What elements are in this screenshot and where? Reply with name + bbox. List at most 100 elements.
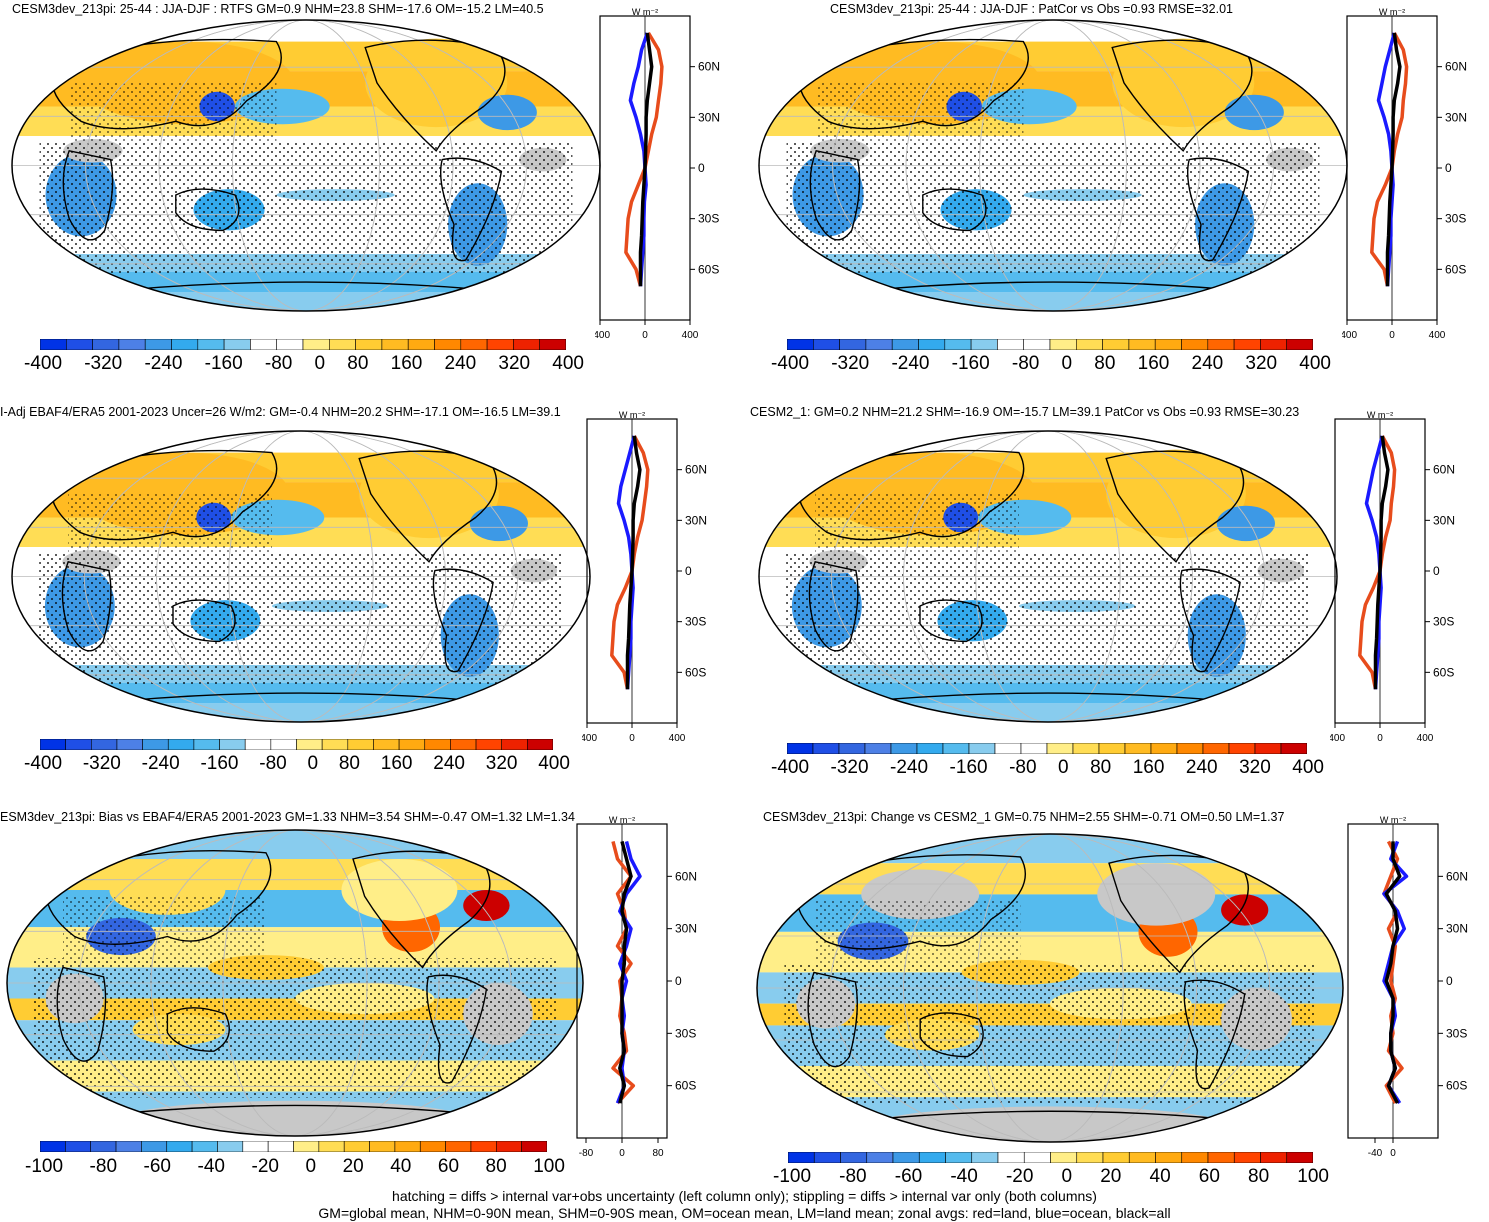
zonal-x-tick-label: 0 — [1377, 733, 1383, 744]
colorbar-tick-label: 400 — [538, 753, 570, 774]
colorbar-tick-label: -80 — [89, 1156, 118, 1177]
lat-tick-label: 30N — [698, 110, 720, 124]
colorbar-tick-label: 320 — [1239, 757, 1271, 778]
lat-tick-label: 60N — [1433, 463, 1455, 477]
zonal-x-tick-label: 0 — [1390, 1148, 1396, 1159]
map-border — [756, 833, 1344, 1143]
colorbar-swatch — [293, 1141, 320, 1152]
graticule — [757, 834, 1343, 1142]
colorbar-swatch — [450, 739, 477, 750]
panel-title: CESM2_1: GM=0.2 NHM=21.2 SHM=-16.9 OM=-1… — [750, 405, 1300, 419]
colorbar-swatch — [1254, 743, 1282, 754]
colorbar — [788, 1152, 1313, 1163]
units-label: W m⁻² — [1367, 411, 1393, 420]
colorbar-swatch — [197, 339, 225, 350]
colorbar-tick-label: 100 — [1297, 1166, 1329, 1187]
colorbar-swatch — [840, 1152, 868, 1163]
colorbar-swatch — [1176, 743, 1204, 754]
colorbar — [40, 1141, 547, 1152]
colorbar-swatch — [994, 743, 1022, 754]
colorbar-swatch — [1046, 743, 1074, 754]
colorbar-swatch — [270, 739, 297, 750]
colorbar-swatch — [1150, 743, 1178, 754]
map-plot — [758, 19, 1348, 312]
colorbar-swatch — [866, 1152, 894, 1163]
colorbar-swatch — [1207, 339, 1235, 350]
colorbar-tick-label: 100 — [533, 1156, 565, 1177]
colorbar-swatch — [373, 739, 400, 750]
zonal-all-line — [618, 840, 633, 1104]
map-border — [11, 430, 591, 723]
colorbar-swatch — [65, 339, 93, 350]
colorbar-swatch — [219, 739, 246, 750]
colorbar-swatch — [539, 339, 566, 350]
colorbar-swatch — [501, 739, 528, 750]
colorbar-swatch — [1102, 1152, 1130, 1163]
colorbar-swatch — [1020, 743, 1048, 754]
colorbar-labels: -100 -80 -60 -40 -20 0 20 40 60 80 100 — [773, 1166, 1329, 1188]
map-field — [12, 431, 590, 722]
colorbar-tick-label: 80 — [338, 753, 360, 774]
colorbar-tick-label: -400 — [771, 353, 810, 374]
units-label: W m⁻² — [619, 411, 645, 420]
colorbar-tick-label: 0 — [307, 753, 319, 774]
colorbar-swatch — [318, 1141, 345, 1152]
zonal-mean-plot: W m⁻² 60N 30N 0 30S 60S -400 0 400 — [582, 411, 707, 744]
colorbar-swatch — [968, 743, 996, 754]
colorbar-swatch — [244, 739, 272, 750]
colorbar-swatch — [1260, 1152, 1288, 1163]
colorbar-tick-label: 0 — [1061, 1166, 1073, 1187]
zonal-mean-plot: W m⁻² 60N 30N 0 30S 60S -400 0 400 — [595, 8, 720, 341]
colorbar-swatch — [787, 339, 814, 350]
colorbar-tick-label: 240 — [433, 753, 465, 774]
colorbar-labels: -400 -320 -240 -160 -80 0 80 160 240 320 400 — [771, 757, 1324, 779]
panel-1: CESM3dev_213pi: 25-44 : JJA-DJF : RTFS G… — [0, 0, 740, 395]
colorbar — [40, 339, 566, 350]
colorbar-swatch — [942, 743, 970, 754]
colorbar-labels: -400 -320 -240 -160 -80 0 80 160 240 320 400 — [24, 353, 584, 375]
colorbar-swatch — [90, 739, 118, 750]
colorbar-swatch — [167, 739, 195, 750]
colorbar-swatch — [302, 339, 330, 350]
colorbar-swatch — [892, 1152, 920, 1163]
lat-tick-label: 60N — [1445, 60, 1467, 74]
colorbar-swatch — [394, 1141, 421, 1152]
lat-tick-label: 60S — [685, 665, 706, 679]
colorbar-tick-label: 80 — [1248, 1166, 1270, 1187]
colorbar-swatch — [434, 339, 462, 350]
colorbar-swatch — [328, 339, 356, 350]
colorbar-tick-label: 60 — [437, 1156, 460, 1177]
colorbar-swatch — [495, 1141, 522, 1152]
panel-3: I-Adj EBAF4/ERA5 2001-2023 Uncer=26 W/m2… — [0, 403, 740, 798]
colorbar-swatch — [1098, 743, 1126, 754]
colorbar-swatch — [971, 1152, 999, 1163]
colorbar-tick-label: 240 — [444, 353, 477, 374]
colorbar-swatch — [1202, 743, 1230, 754]
zonal-x-tick-label: 0 — [619, 1148, 625, 1159]
lat-tick-label: 0 — [698, 161, 705, 175]
panel-6: CESM3dev_213pi: Change vs CESM2_1 GM=0.7… — [745, 808, 1489, 1188]
colorbar-tick-label: -240 — [890, 757, 929, 778]
colorbar-tick-label: -400 — [24, 753, 63, 774]
panel-4: CESM2_1: GM=0.2 NHM=21.2 SHM=-16.9 OM=-1… — [745, 403, 1489, 798]
footnote-line-2: GM=global mean, NHM=0-90N mean, SHM=0-90… — [318, 1205, 1171, 1221]
colorbar-tick-label: 400 — [552, 353, 584, 374]
colorbar-swatch — [945, 1152, 973, 1163]
lat-tick-label: 30S — [1446, 1026, 1467, 1040]
lat-tick-label: 60S — [1446, 1079, 1467, 1093]
colorbar-tick-label: 400 — [1299, 353, 1331, 374]
graticule — [759, 20, 1347, 311]
colorbar-swatch — [1023, 1152, 1051, 1163]
colorbar-swatch — [116, 739, 143, 750]
coastlines — [45, 849, 499, 1117]
colorbar-swatch — [864, 743, 892, 754]
colorbar-swatch — [118, 339, 146, 350]
zonal-land-line — [611, 840, 636, 1105]
zonal-x-tick-label: 0 — [629, 733, 635, 744]
colorbar-swatch — [65, 1141, 92, 1152]
zonal-x-tick-label: -400 — [582, 733, 597, 744]
lat-tick-label: 30N — [675, 922, 697, 936]
colorbar-tick-label: 0 — [314, 353, 326, 374]
colorbar-tick-label: 80 — [347, 353, 369, 374]
lat-tick-label: 0 — [675, 974, 682, 988]
